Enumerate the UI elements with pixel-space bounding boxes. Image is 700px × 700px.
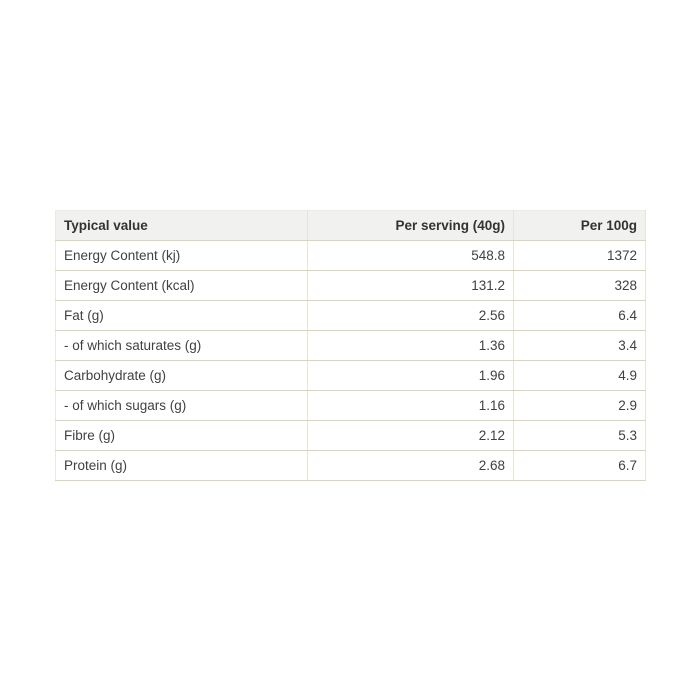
header-row: Typical value Per serving (40g) Per 100g	[55, 210, 646, 241]
table-header: Typical value Per serving (40g) Per 100g	[55, 210, 646, 241]
table-body: Energy Content (kj) 548.8 1372 Energy Co…	[55, 240, 646, 481]
value-per-serving: 2.12	[307, 420, 514, 451]
table-row: - of which sugars (g) 1.16 2.9	[55, 390, 646, 421]
table-row: Fibre (g) 2.12 5.3	[55, 420, 646, 451]
value-per-100g: 4.9	[513, 360, 646, 391]
row-label: Energy Content (kj)	[55, 240, 308, 271]
row-label: Protein (g)	[55, 450, 308, 481]
table-row: Energy Content (kcal) 131.2 328	[55, 270, 646, 301]
value-per-100g: 6.7	[513, 450, 646, 481]
value-per-serving: 1.96	[307, 360, 514, 391]
column-header-per-100g: Per 100g	[513, 210, 646, 241]
column-header-per-serving: Per serving (40g)	[307, 210, 514, 241]
row-label: Carbohydrate (g)	[55, 360, 308, 391]
value-per-100g: 6.4	[513, 300, 646, 331]
value-per-100g: 3.4	[513, 330, 646, 361]
row-label: Fibre (g)	[55, 420, 308, 451]
value-per-serving: 1.16	[307, 390, 514, 421]
nutrition-table: Typical value Per serving (40g) Per 100g…	[55, 210, 646, 481]
value-per-serving: 1.36	[307, 330, 514, 361]
table-row: Protein (g) 2.68 6.7	[55, 450, 646, 481]
row-label: - of which sugars (g)	[55, 390, 308, 421]
table-row: - of which saturates (g) 1.36 3.4	[55, 330, 646, 361]
table-row: Fat (g) 2.56 6.4	[55, 300, 646, 331]
nutrition-table-container: Typical value Per serving (40g) Per 100g…	[55, 210, 646, 481]
row-label: Fat (g)	[55, 300, 308, 331]
value-per-100g: 5.3	[513, 420, 646, 451]
column-header-typical-value: Typical value	[55, 210, 308, 241]
value-per-serving: 2.68	[307, 450, 514, 481]
value-per-serving: 131.2	[307, 270, 514, 301]
table-row: Carbohydrate (g) 1.96 4.9	[55, 360, 646, 391]
row-label: Energy Content (kcal)	[55, 270, 308, 301]
value-per-100g: 1372	[513, 240, 646, 271]
value-per-serving: 548.8	[307, 240, 514, 271]
value-per-100g: 2.9	[513, 390, 646, 421]
table-row: Energy Content (kj) 548.8 1372	[55, 240, 646, 271]
row-label: - of which saturates (g)	[55, 330, 308, 361]
value-per-serving: 2.56	[307, 300, 514, 331]
value-per-100g: 328	[513, 270, 646, 301]
